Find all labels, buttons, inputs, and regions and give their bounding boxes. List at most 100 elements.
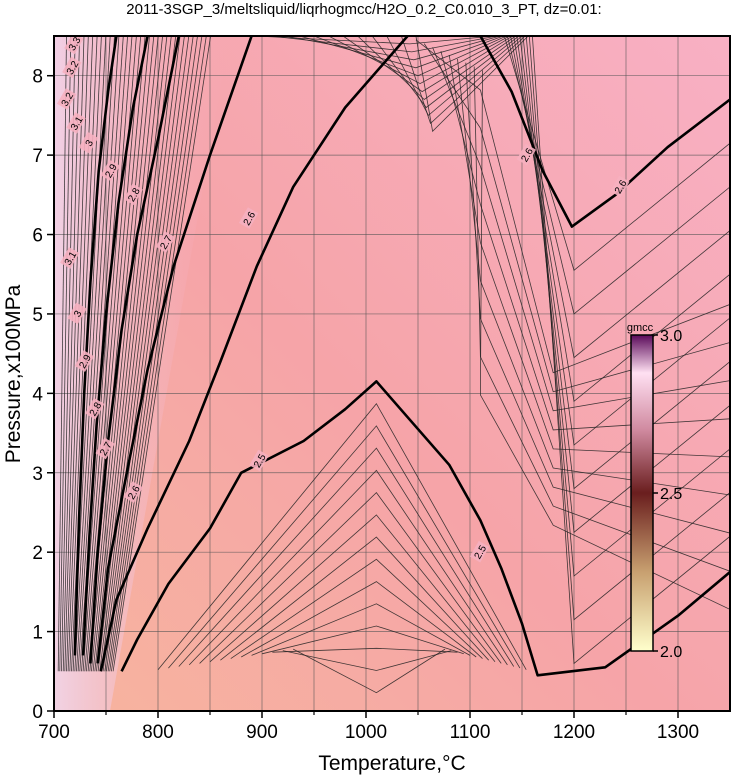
colorbar-tick-label: 2.0 [660,644,682,661]
bold-contour-2.5 [120,380,730,677]
thin-contour [99,36,177,672]
y-tick-label: 1 [32,623,43,644]
thin-contour [92,36,159,672]
y-tick-label: 2 [32,543,43,564]
thin-contour [101,36,181,672]
thin-contour [81,36,128,672]
thin-contour [111,36,207,672]
thin-contour [532,36,730,665]
contour-label-bg [238,207,259,229]
thin-contour [255,36,494,45]
x-tick-label: 700 [38,722,70,743]
bold-contour-3.0 [73,36,118,656]
thin-contour [220,536,489,661]
x-tick-label: 800 [142,722,174,743]
thin-contour [77,36,120,672]
thin-contour [282,650,452,671]
thin-contour [106,36,194,672]
colorbar-tick-label: 3.0 [660,328,682,345]
thin-contour [293,648,446,694]
contour-label-bg [60,247,80,269]
x-tick-label: 1000 [345,722,387,743]
thin-contour [230,558,483,659]
contour-label-bg [67,302,87,325]
y-tick-label: 5 [32,305,43,326]
contour-label-bg [95,437,115,460]
y-ticks: 0 1 2 3 4 5 6 7 8 [32,67,54,723]
thin-contour [188,469,508,666]
thin-contour [299,36,504,69]
thin-contour [342,36,513,93]
y-tick-label: 3 [32,464,43,485]
thin-contour [209,514,496,663]
plot-area: 2.52.52.62.62.62.62.72.72.82.82.92.9333.… [54,36,730,711]
thin-contour [178,447,515,667]
x-ticks: 700 800 900 1000 1100 1200 1300 [38,711,699,743]
thin-contour [313,36,507,77]
contour-label-bg [62,56,82,79]
bold-contour-2.8 [89,36,181,664]
thin-contour [371,36,520,109]
y-tick-label: 7 [32,146,43,167]
thin-contour [102,36,185,672]
thin-contour [168,425,521,669]
contour-label-bg [123,183,143,206]
thin-contour [199,491,502,664]
thin-contour [97,36,172,672]
colorbar-unit-label: gmcc [627,322,654,334]
colorbar: gmcc 3.0 2.5 2.0 [627,322,682,661]
x-tick-label: 1100 [450,722,491,743]
contour-label: 3 [67,302,87,325]
contour-label-bg [249,449,269,472]
contour-label: 3 [78,131,99,154]
thin-contour [241,581,477,658]
thin-contour [94,36,163,672]
thin-contour [61,36,76,672]
contour-label-bg [123,481,143,503]
thin-contour [112,36,211,672]
contour-label-bg [56,88,77,110]
thin-contour [261,625,464,655]
thin-contour [272,647,458,653]
y-tick-label: 6 [32,226,43,247]
thin-contour [415,36,529,133]
thin-contour [82,36,133,672]
bold-contour-lines [73,36,730,677]
contour-label-bg [64,36,84,55]
thin-contour [74,36,111,672]
thin-contour [519,36,730,490]
contour-label-bg [469,540,490,563]
thin-contour [522,36,730,534]
y-axis-label: Pressure,x100MPa [2,284,25,463]
bold-contour-2.6 [479,36,730,228]
thin-contour [357,36,517,101]
y-tick-label: 4 [32,384,43,405]
contour-label-text: 3 [84,138,97,149]
thin-contour [57,36,67,672]
bold-contour-2.9 [81,36,149,656]
thin-contour [59,36,72,672]
thin-contour [76,36,115,672]
x-tick-label: 900 [246,722,278,743]
chart-title: 2011-3SGP_3/meltsliquid/liqrhogmcc/H2O_0… [126,1,601,18]
plot-frame [53,35,731,712]
thin-contour [251,603,471,656]
contour-label-bg [74,350,95,372]
thin-contour [328,36,510,85]
contour-label-bg [516,143,537,166]
contour-label-bg [78,131,99,154]
thin-contour [64,36,85,672]
x-tick-label: 1300 [657,722,699,743]
contour-label-bg [100,159,121,182]
thin-contour [401,36,526,125]
contour-label-text: 3 [72,309,85,320]
thin-contour [525,36,730,577]
x-tick-label: 1200 [553,722,595,743]
contour-label-bg [155,231,176,253]
thin-contour [109,36,203,672]
y-tick-label: 0 [32,702,43,723]
thin-contour [91,36,155,672]
bold-contour-2.7 [96,36,253,664]
thin-contour [386,36,523,117]
